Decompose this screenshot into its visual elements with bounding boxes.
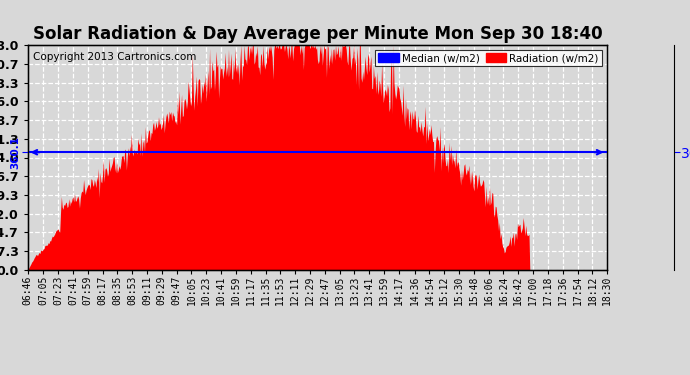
Text: Copyright 2013 Cartronics.com: Copyright 2013 Cartronics.com bbox=[33, 52, 197, 62]
Title: Solar Radiation & Day Average per Minute Mon Sep 30 18:40: Solar Radiation & Day Average per Minute… bbox=[32, 26, 602, 44]
Legend: Median (w/m2), Radiation (w/m2): Median (w/m2), Radiation (w/m2) bbox=[375, 50, 602, 66]
